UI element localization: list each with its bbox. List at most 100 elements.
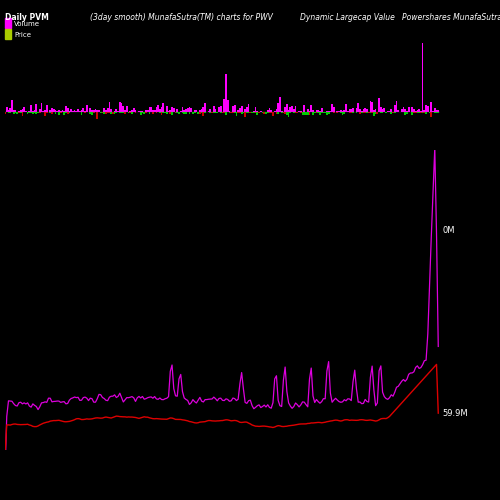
Bar [142,111,144,112]
Bar [424,112,425,113]
Bar [348,109,350,112]
Bar [156,112,157,114]
Bar [53,108,54,112]
Bar [361,111,362,112]
Bar [16,112,18,114]
Bar [60,112,62,113]
Bar [318,112,319,113]
Bar [159,108,160,112]
Bar [107,112,108,113]
Bar [67,112,68,114]
Bar [176,109,178,112]
Bar [190,108,192,112]
Bar [305,112,307,115]
Bar [44,110,46,112]
Bar [248,112,250,113]
Bar [182,107,184,112]
Bar [364,112,366,114]
Bar [286,104,288,112]
Bar [319,111,321,112]
Bar [185,110,187,112]
Bar [342,112,344,115]
Bar [11,100,13,112]
Bar [174,112,176,113]
Bar [284,106,286,112]
Bar [162,112,164,113]
Bar [422,112,424,114]
Bar [74,110,76,112]
Bar [37,112,39,113]
Bar [380,107,382,112]
Bar [253,112,254,114]
Bar [116,110,117,112]
Bar [77,109,79,112]
Bar [64,112,65,115]
Bar [213,106,214,112]
Bar [178,112,180,114]
Bar [412,112,413,116]
Bar [344,110,345,112]
Bar [256,112,258,115]
Bar [128,112,130,114]
Bar [227,100,228,112]
Bar [364,108,366,112]
Bar [230,112,232,113]
Bar [13,110,15,112]
Bar [14,110,16,112]
Bar [46,104,48,112]
Bar [352,108,354,112]
Bar [251,112,253,113]
Bar [416,110,418,112]
Bar [236,112,238,116]
Bar [425,112,427,114]
Bar [276,110,278,112]
Bar [134,110,136,112]
Bar [6,108,8,112]
Bar [98,110,100,112]
Bar [340,112,342,113]
Bar [27,112,28,114]
Bar [307,108,308,112]
Bar [250,112,251,114]
Bar [298,111,300,112]
Bar [8,112,10,113]
Bar [70,110,72,112]
Bar [264,112,265,114]
Bar [210,109,211,112]
Bar [91,110,93,112]
Bar [76,111,77,112]
Bar [104,112,105,114]
Bar [239,112,241,114]
Bar [145,110,147,112]
Bar [312,110,314,112]
Bar [199,110,201,112]
Bar [267,110,268,112]
Bar [244,108,246,112]
Text: Volume: Volume [14,21,40,27]
Bar [148,108,150,112]
Bar [152,112,154,114]
Bar [308,112,310,116]
Bar [286,112,288,115]
Bar [65,106,67,112]
Bar [50,110,51,112]
Bar [58,112,60,116]
Bar [350,110,352,112]
Bar [268,108,270,112]
Bar [192,112,194,114]
Bar [278,112,279,114]
Bar [198,112,199,114]
Bar [307,112,308,115]
Bar [10,108,11,112]
Bar [107,108,108,112]
Bar [40,102,42,112]
Bar [214,112,216,113]
Bar [58,110,60,112]
Bar [116,112,117,114]
Bar [105,110,107,112]
Bar [430,112,432,117]
Bar [20,110,21,112]
Bar [406,112,408,114]
Bar [382,109,384,112]
Bar [293,109,294,112]
